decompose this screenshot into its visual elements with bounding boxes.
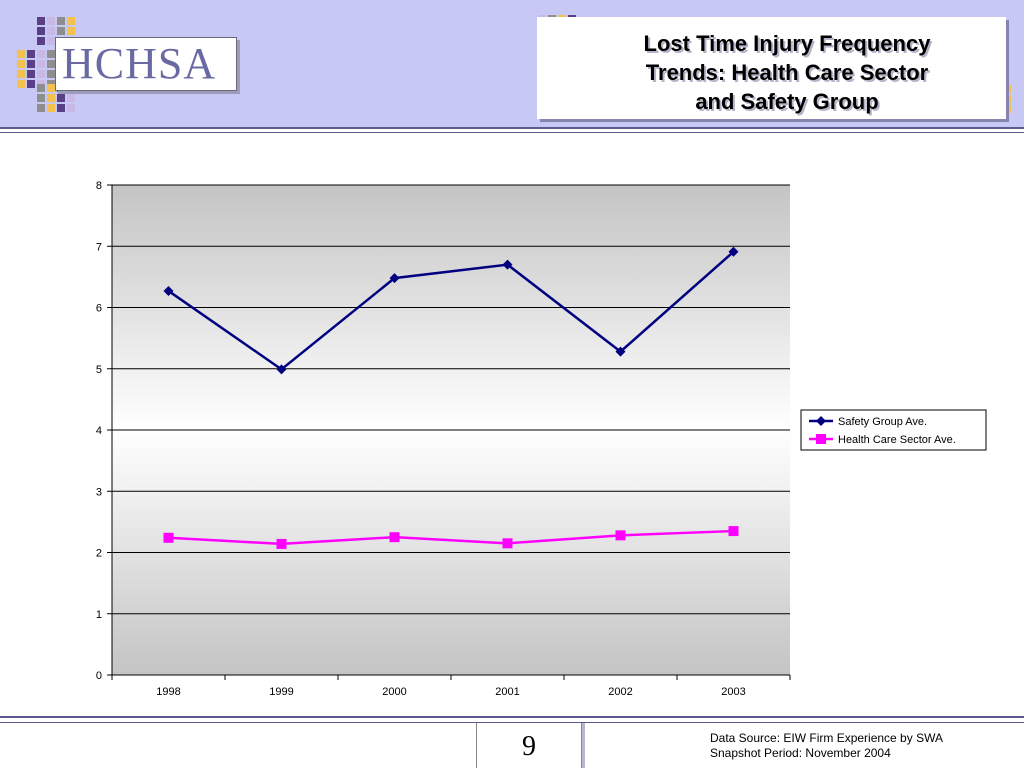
decor-tile	[67, 94, 75, 102]
decor-tile	[17, 60, 25, 68]
decor-tile	[67, 27, 75, 35]
footer-rule-thin	[0, 722, 1024, 723]
y-tick-label: 2	[96, 548, 102, 560]
x-tick-label: 2000	[382, 686, 406, 698]
decor-tile	[37, 60, 45, 68]
x-tick-label: 1999	[269, 686, 293, 698]
legend: Safety Group Ave. Health Care Sector Ave.	[800, 409, 987, 451]
decor-tile	[37, 84, 45, 92]
page-title: Lost Time Injury Frequency Trends: Healt…	[597, 29, 977, 116]
decor-tile	[47, 60, 55, 68]
legend-label: Safety Group Ave.	[838, 416, 927, 428]
y-tick-label: 3	[96, 486, 102, 498]
legend-swatch-marker	[816, 434, 826, 444]
decor-tile	[37, 17, 45, 25]
decor-tile	[1003, 85, 1011, 93]
data-point	[276, 364, 287, 375]
y-tick-label: 4	[96, 425, 102, 437]
decor-tile	[57, 104, 65, 112]
legend-swatch-marker	[816, 416, 826, 426]
x-tick-label: 1998	[156, 686, 180, 698]
title-line-2: Trends: Health Care Sector	[645, 60, 929, 85]
tile-cluster-left-lower	[17, 50, 55, 88]
data-source-note: Data Source: EIW Firm Experience by SWA …	[710, 731, 943, 761]
title-line-1: Lost Time Injury Frequency	[643, 31, 931, 56]
line-chart: 0 1 2 3 4 5 6 7 8 1998 1999 2000 2001 2002 2003 Safety…	[96, 180, 987, 698]
title-line-3: and Safety Group	[695, 89, 879, 114]
decor-tile	[47, 104, 55, 112]
series-line	[167, 250, 735, 371]
series-layer	[163, 246, 739, 549]
decor-tile	[47, 17, 55, 25]
decor-tile	[27, 80, 35, 88]
decor-tile	[37, 94, 45, 102]
data-point	[502, 538, 513, 549]
data-point	[728, 526, 739, 537]
data-point	[389, 273, 400, 284]
data-point	[163, 532, 174, 543]
decor-tile	[47, 70, 55, 78]
y-tick-label: 7	[96, 241, 102, 253]
header-rule-thin	[0, 132, 1024, 133]
decor-tile	[37, 37, 45, 45]
decor-tile	[1003, 95, 1011, 103]
x-tick-label: 2003	[721, 686, 745, 698]
page-number-box: 9	[476, 723, 582, 768]
x-tick-label: 2002	[608, 686, 632, 698]
y-tick-label: 0	[96, 670, 102, 682]
header-rule	[0, 127, 1024, 129]
decor-tile	[37, 70, 45, 78]
footer-rule	[0, 716, 1024, 718]
decor-tile	[47, 37, 55, 45]
x-tick-label: 2001	[495, 686, 519, 698]
data-point	[389, 532, 400, 543]
legend-box	[800, 409, 987, 451]
decor-tile	[17, 80, 25, 88]
axes: 0 1 2 3 4 5 6 7 8 1998 1999 2000 2001 2002 2003	[96, 180, 791, 698]
decor-tile	[27, 60, 35, 68]
data-point	[502, 259, 513, 270]
decor-tile	[37, 27, 45, 35]
decor-tile	[57, 17, 65, 25]
data-point	[615, 530, 626, 541]
decor-tile	[67, 17, 75, 25]
hchsa-logo: HCHSA	[55, 37, 237, 91]
decor-tile	[27, 70, 35, 78]
title-box: Lost Time Injury Frequency Trends: Healt…	[537, 17, 1006, 119]
decor-tile	[17, 50, 25, 58]
series-line	[168, 529, 734, 546]
y-tick-label: 5	[96, 364, 102, 376]
data-point	[276, 538, 287, 549]
decor-tile	[67, 104, 75, 112]
page-number: 9	[522, 731, 536, 762]
data-point	[163, 285, 174, 296]
decor-tile	[57, 27, 65, 35]
y-tick-label: 8	[96, 180, 102, 192]
decor-tile	[27, 50, 35, 58]
decor-tile	[1003, 105, 1011, 113]
y-tick-label: 1	[96, 609, 102, 621]
source-line-2: Snapshot Period: November 2004	[710, 746, 891, 760]
decor-tile	[37, 50, 45, 58]
series-safety-group	[163, 246, 739, 375]
source-line-1: Data Source: EIW Firm Experience by SWA	[710, 731, 943, 745]
y-tick-label: 6	[96, 303, 102, 315]
series-health-care-sector	[163, 526, 739, 549]
data-point	[728, 246, 739, 257]
data-point	[615, 346, 626, 357]
decor-tile	[17, 70, 25, 78]
decor-tile	[47, 84, 55, 92]
decor-tile	[37, 104, 45, 112]
decor-tile	[47, 50, 55, 58]
decor-tile	[47, 94, 55, 102]
decor-tile	[47, 27, 55, 35]
legend-label: Health Care Sector Ave.	[838, 434, 956, 446]
decor-tile	[57, 94, 65, 102]
logo-text: HCHSA	[62, 39, 217, 88]
